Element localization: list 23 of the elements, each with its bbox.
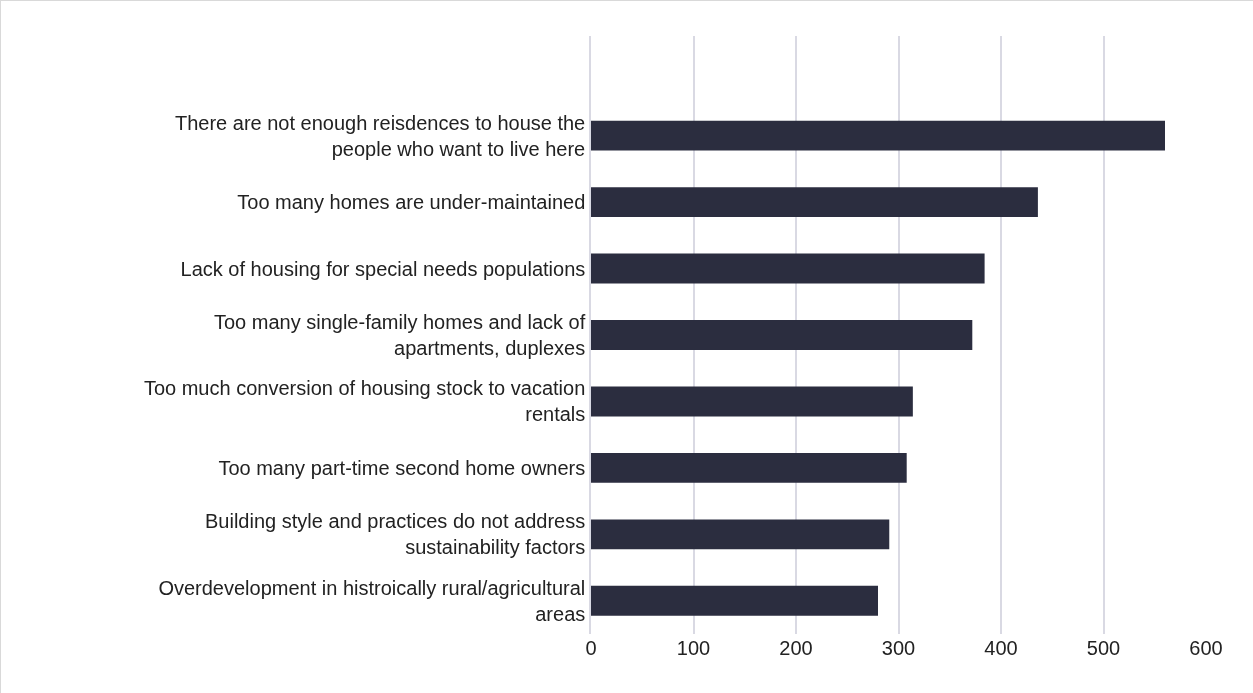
x-tick-label: 600	[1189, 637, 1223, 659]
x-tick-label: 0	[585, 637, 597, 659]
x-tick-label: 300	[881, 637, 916, 659]
y-tick-label: Too many single-family homes and lack of apartments, duplexes	[213, 311, 586, 359]
bar	[591, 585, 878, 616]
x-tick-label: 400	[984, 637, 1018, 659]
bar	[591, 320, 973, 350]
bar	[591, 120, 1165, 151]
y-tick-label: There are not enough reisdences to house the people who want to live here	[174, 111, 586, 160]
bar	[591, 187, 1038, 218]
y-tick-label: Too much conversion of housing stock to vacation rentals	[143, 377, 586, 426]
y-tick-label: Too many homes are under-maintained	[237, 191, 586, 214]
bar	[591, 253, 985, 284]
y-tick-label: Too many part-time second home owners	[218, 456, 586, 479]
y-tick-label: Building style and practices do not address sustainability factors	[205, 510, 586, 559]
bar	[591, 386, 913, 417]
bar	[591, 519, 890, 550]
y-tick-label: Overdevelopment in histroically rural/agricultural areas	[158, 576, 586, 625]
x-tick-label: 500	[1086, 637, 1121, 659]
y-tick-label: Lack of housing for special needs populations	[180, 257, 586, 280]
x-tick-label: 200	[779, 637, 813, 659]
bar	[591, 452, 907, 483]
x-tick-label: 100	[676, 637, 711, 659]
